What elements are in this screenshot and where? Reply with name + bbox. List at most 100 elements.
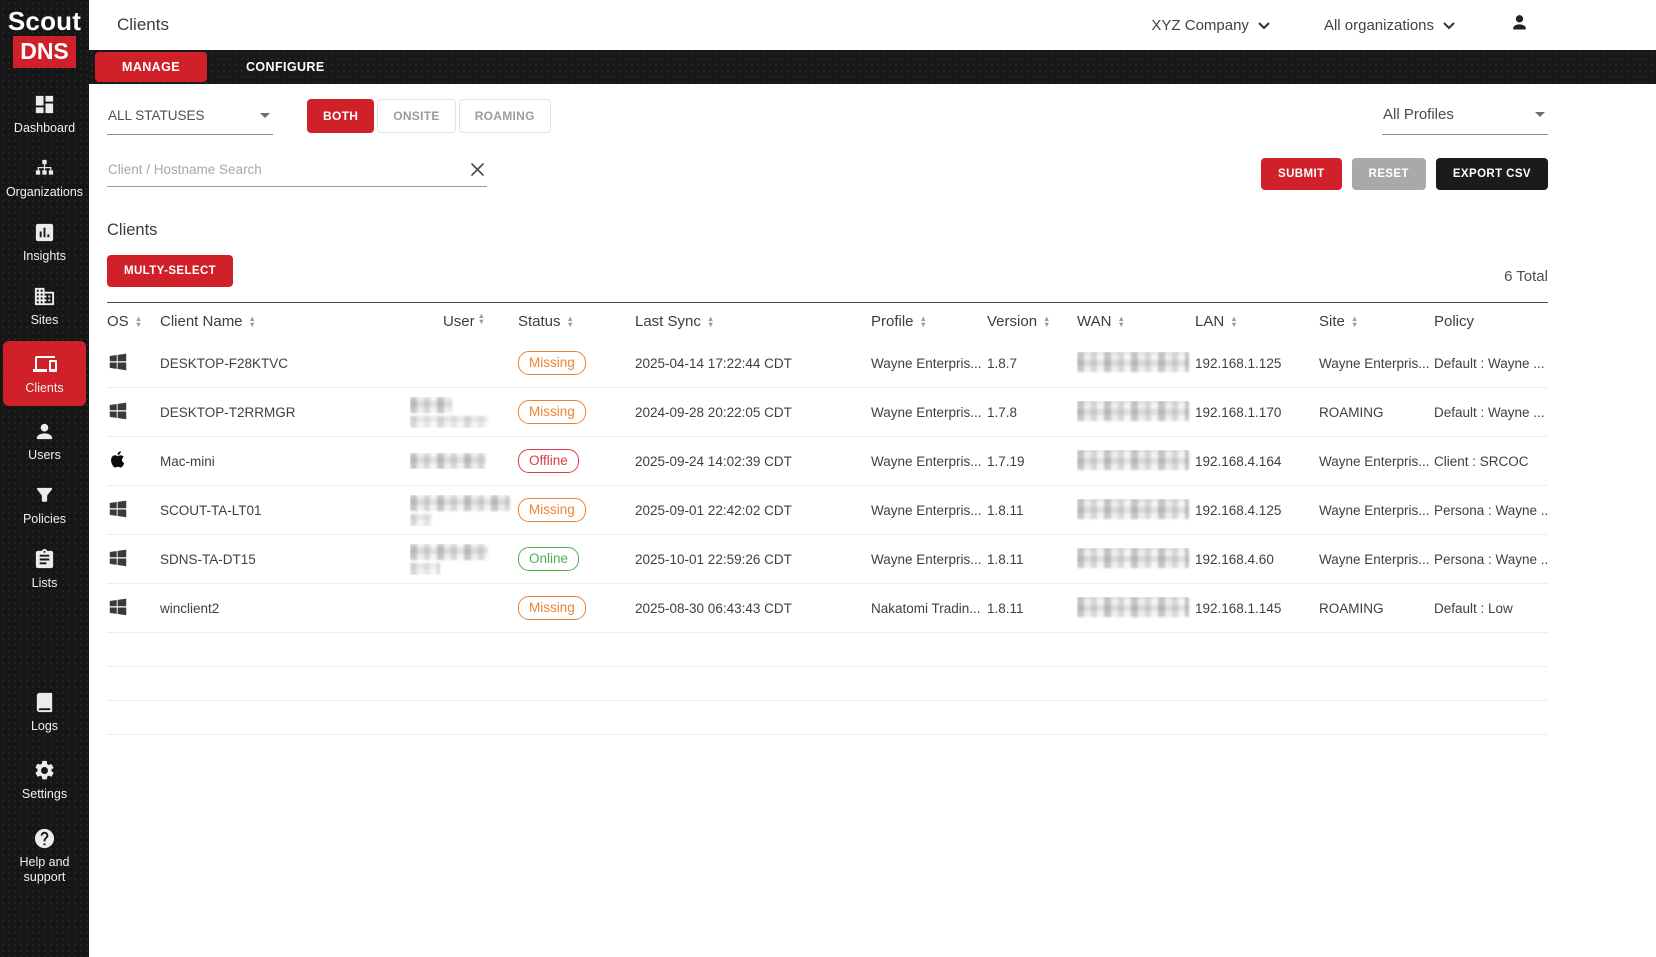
users-icon — [33, 420, 56, 443]
site-cell: ROAMING — [1319, 600, 1384, 616]
wan-cell — [1077, 596, 1195, 620]
search-input[interactable] — [107, 161, 468, 177]
sidebar-item-dashboard[interactable]: Dashboard — [0, 82, 89, 146]
organization-selector[interactable]: All organizations — [1324, 17, 1455, 34]
column-header-status[interactable]: Status ▲ ▼ — [518, 313, 574, 330]
filter-row-1: ALL STATUSES BOTH ONSITE ROAMING All Pro… — [107, 99, 1548, 135]
sidebar-item-users[interactable]: Users — [0, 409, 89, 473]
sidebar-item-label: Logs — [30, 719, 59, 733]
insights-icon — [33, 221, 56, 244]
table-row[interactable]: Mac-mini Offline 2025-09-24 14:02:39 CDT Wa… — [107, 437, 1548, 486]
profiles-filter-select[interactable]: All Profiles — [1382, 101, 1548, 135]
user-account-button[interactable] — [1509, 12, 1530, 38]
user-cell — [410, 453, 518, 469]
column-header-version[interactable]: Version ▲ ▼ — [987, 313, 1051, 330]
sidebar-item-clients[interactable]: Clients — [3, 341, 86, 406]
status-cell: Missing — [518, 351, 635, 375]
status-cell: Missing — [518, 400, 635, 424]
gear-icon — [33, 759, 56, 782]
client-name-cell: SCOUT-TA-LT01 — [160, 502, 262, 518]
apple-os-icon — [107, 449, 128, 473]
status-badge: Online — [518, 547, 580, 571]
sidebar-item-label: Clients — [25, 381, 64, 395]
mode-button-roaming[interactable]: ROAMING — [458, 99, 551, 133]
multi-select-button[interactable]: MULTY-SELECT — [107, 255, 234, 287]
search-box — [107, 161, 487, 187]
mode-button-group: BOTH ONSITE ROAMING — [304, 99, 551, 133]
redacted-wan-text — [1077, 351, 1189, 372]
last-sync-cell: 2025-09-01 22:42:02 CDT — [635, 502, 792, 518]
sidebar-item-label: Help and support — [19, 855, 70, 884]
table-row[interactable]: winclient2 Missing 2025-08-30 06:43:43 CDT… — [107, 584, 1548, 633]
column-header-user[interactable]: User ▲ ▼ — [442, 311, 486, 330]
tab-manage[interactable]: MANAGE — [95, 52, 207, 82]
mode-button-both[interactable]: BOTH — [307, 99, 375, 133]
company-selector[interactable]: XYZ Company — [1151, 17, 1270, 34]
sidebar-item-label: Settings — [21, 787, 68, 801]
sidebar-item-settings[interactable]: Settings — [0, 746, 89, 814]
column-header-wan[interactable]: WAN ▲ ▼ — [1077, 313, 1125, 330]
redacted-user-text — [410, 543, 488, 560]
sidebar-item-insights[interactable]: Insights — [0, 210, 89, 274]
redacted-wan-text — [1077, 449, 1189, 470]
lan-cell: 192.168.4.164 — [1195, 453, 1282, 469]
policy-cell: Client : SRCOC — [1434, 453, 1529, 469]
status-badge: Missing — [518, 351, 586, 375]
site-cell: Wayne Enterpris... — [1319, 502, 1430, 518]
column-header-os[interactable]: OS ▲ ▼ — [107, 313, 143, 330]
logs-icon — [33, 691, 56, 714]
table-row[interactable]: SDNS-TA-DT15 Online 2025-10-01 22:59:26 CD… — [107, 535, 1548, 584]
status-badge: Missing — [518, 596, 586, 620]
page-title: Clients — [117, 15, 169, 34]
table-row[interactable]: DESKTOP-F28KTVC Missing 2025-04-14 17:22:4… — [107, 339, 1548, 388]
sidebar-item-logs[interactable]: Logs — [0, 678, 89, 746]
clients-section-heading: Clients — [107, 221, 158, 239]
status-cell: Online — [518, 547, 635, 571]
profile-cell: Wayne Enterpris... — [871, 453, 982, 469]
column-header-site[interactable]: Site ▲ ▼ — [1319, 313, 1359, 330]
table-row[interactable]: DESKTOP-T2RRMGR Missing 2024-09-28 20:22:0… — [107, 388, 1548, 437]
profile-cell: Wayne Enterpris... — [871, 404, 982, 420]
column-header-policy: Policy — [1434, 313, 1475, 330]
wan-cell — [1077, 400, 1195, 424]
sidebar-item-organizations[interactable]: Organizations — [0, 146, 89, 210]
submit-button[interactable]: SUBMIT — [1261, 158, 1342, 190]
table-row[interactable]: SCOUT-TA-LT01 Missing 2025-09-01 22:42:02 … — [107, 486, 1548, 535]
redacted-user-text — [410, 494, 510, 511]
version-cell: 1.7.8 — [987, 404, 1018, 420]
scoutdns-logo[interactable]: Scout DNS — [8, 7, 81, 68]
chevron-down-icon — [1443, 17, 1455, 34]
column-header-client-name[interactable]: Client Name ▲ ▼ — [160, 313, 256, 330]
site-cell: Wayne Enterpris... — [1319, 551, 1430, 567]
company-selector-label: XYZ Company — [1151, 16, 1249, 34]
client-name-cell: DESKTOP-F28KTVC — [160, 355, 289, 371]
sort-icon: ▲ ▼ — [1350, 314, 1359, 329]
export-csv-button[interactable]: EXPORT CSV — [1435, 158, 1548, 190]
sort-icon: ▲ ▼ — [706, 314, 715, 329]
column-header-last-sync[interactable]: Last Sync ▲ ▼ — [635, 313, 715, 330]
column-header-profile[interactable]: Profile ▲ ▼ — [871, 313, 927, 330]
wan-cell — [1077, 351, 1195, 375]
dashboard-icon — [33, 93, 56, 116]
clear-search-icon[interactable] — [468, 162, 487, 177]
content: ALL STATUSES BOTH ONSITE ROAMING All Pro… — [89, 84, 1656, 957]
version-cell: 1.8.11 — [987, 502, 1024, 518]
tab-configure[interactable]: CONFIGURE — [245, 60, 325, 74]
sidebar-item-label: Users — [28, 448, 61, 462]
sidebar-item-policies[interactable]: Policies — [0, 473, 89, 537]
sidebar-item-label: Dashboard — [13, 121, 76, 135]
mode-button-onsite[interactable]: ONSITE — [377, 99, 456, 133]
sidebar-item-lists[interactable]: Lists — [0, 537, 89, 601]
reset-button[interactable]: RESET — [1351, 158, 1426, 190]
sidebar-item-label: Lists — [31, 576, 58, 590]
column-header-lan[interactable]: LAN ▲ ▼ — [1195, 313, 1238, 330]
status-filter-select[interactable]: ALL STATUSES — [107, 103, 273, 135]
status-badge: Missing — [518, 400, 586, 424]
user-cell — [410, 543, 518, 575]
sidebar-item-sites[interactable]: Sites — [0, 274, 89, 338]
main-area: Clients XYZ Company All organizations MA… — [89, 0, 1656, 957]
sidebar-item-help[interactable]: Help and support — [0, 814, 89, 897]
version-cell: 1.8.11 — [987, 551, 1024, 567]
table-header-row: OS ▲ ▼ Client Name ▲ ▼ User ▲ ▼ Status ▲ ▼ Last … — [107, 302, 1548, 339]
